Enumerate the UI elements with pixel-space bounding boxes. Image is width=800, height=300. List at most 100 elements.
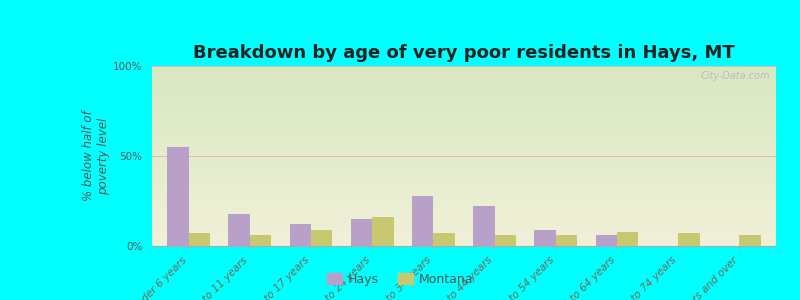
Bar [152,184,776,185]
Bar [152,90,776,91]
Bar [152,103,776,104]
Bar [152,88,776,89]
Bar [152,94,776,95]
Bar [152,189,776,190]
Bar [152,243,776,244]
Bar [152,152,776,153]
Bar [152,245,776,246]
Bar [152,137,776,138]
Bar [152,220,776,221]
Bar [152,155,776,156]
Bar [152,76,776,77]
Bar [152,187,776,188]
Bar [152,69,776,70]
Bar [152,208,776,209]
Bar [152,116,776,117]
Bar [152,96,776,97]
Bar [152,68,776,69]
Bar [152,75,776,76]
Bar [152,167,776,168]
Bar [152,204,776,205]
Bar [152,95,776,96]
Bar [152,191,776,192]
Bar [152,89,776,90]
Bar [152,138,776,139]
Bar [152,185,776,186]
Bar [152,146,776,147]
Bar [152,198,776,199]
Bar [152,79,776,80]
Bar [152,128,776,129]
Bar [152,84,776,85]
Bar [152,236,776,237]
Bar [152,233,776,234]
Title: Breakdown by age of very poor residents in Hays, MT: Breakdown by age of very poor residents … [193,44,735,62]
Bar [595,235,617,246]
Bar [412,196,434,246]
Bar [152,226,776,227]
Bar [152,119,776,120]
Bar [152,215,776,216]
Bar [152,172,776,173]
Bar [152,218,776,219]
Bar [152,74,776,75]
Bar [152,117,776,118]
Bar [434,233,455,246]
Bar [534,230,556,246]
Bar [152,171,776,172]
Bar [152,150,776,151]
Bar [152,211,776,212]
Bar [152,196,776,197]
Bar [152,212,776,213]
Bar [739,235,761,246]
Bar [152,239,776,240]
Bar [152,124,776,125]
Bar [152,140,776,141]
Bar [494,235,516,246]
Bar [152,70,776,71]
Bar [152,201,776,202]
Bar [152,209,776,210]
Y-axis label: % below half of
poverty level: % below half of poverty level [82,111,110,201]
Bar [152,227,776,228]
Bar [152,131,776,132]
Bar [152,170,776,171]
Bar [152,123,776,124]
Bar [152,182,776,183]
Bar [152,169,776,170]
Bar [152,115,776,116]
Bar [152,234,776,235]
Bar [152,222,776,223]
Bar [152,99,776,100]
Bar [152,197,776,198]
Bar [152,132,776,133]
Bar [250,235,271,246]
Bar [152,229,776,230]
Bar [152,87,776,88]
Bar [152,144,776,145]
Bar [152,113,776,114]
Bar [152,143,776,144]
Bar [152,86,776,87]
Bar [152,71,776,72]
Bar [152,240,776,241]
Bar [152,244,776,245]
Bar [152,136,776,137]
Bar [152,134,776,135]
Bar [152,199,776,200]
Bar [152,223,776,224]
Bar [152,97,776,98]
Bar [152,141,776,142]
Bar [152,159,776,160]
Bar [152,235,776,236]
Bar [617,232,638,246]
Bar [229,214,250,246]
Bar [152,178,776,179]
Bar [152,181,776,182]
Bar [152,231,776,232]
Bar [152,133,776,134]
Bar [152,127,776,128]
Bar [152,108,776,109]
Bar [152,165,776,166]
Bar [152,202,776,203]
